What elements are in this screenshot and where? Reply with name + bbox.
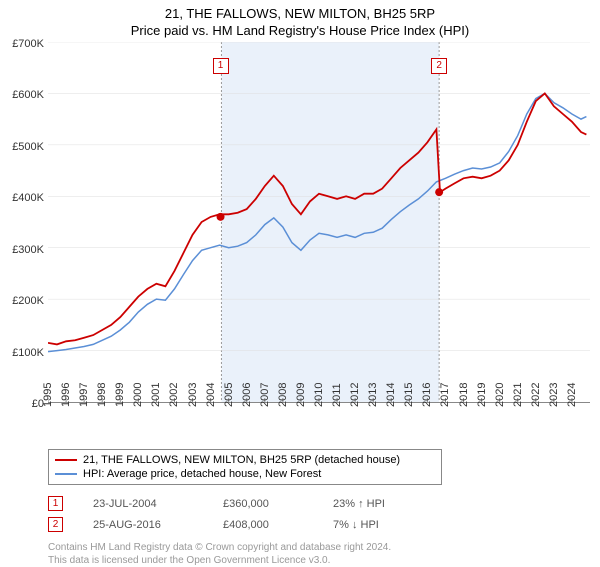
x-tick-label: 2001 — [150, 383, 162, 407]
x-tick-label: 2018 — [458, 383, 470, 407]
x-tick-label: 2002 — [168, 383, 180, 407]
x-tick-label: 2013 — [367, 383, 379, 407]
x-tick-label: 2023 — [548, 383, 560, 407]
x-tick-label: 1996 — [60, 383, 72, 407]
legend-item: 21, THE FALLOWS, NEW MILTON, BH25 5RP (d… — [55, 453, 435, 467]
x-tick-label: 2004 — [205, 383, 217, 407]
transaction-price: £408,000 — [223, 519, 303, 531]
legend: 21, THE FALLOWS, NEW MILTON, BH25 5RP (d… — [48, 449, 442, 485]
transaction-marker-ref: 1 — [48, 496, 63, 511]
x-tick-label: 2000 — [132, 383, 144, 407]
transaction-row: 2 25-AUG-2016 £408,000 7% ↓ HPI — [48, 514, 600, 535]
x-tick-label: 2012 — [349, 383, 361, 407]
x-tick-label: 2006 — [241, 383, 253, 407]
legend-swatch — [55, 473, 77, 475]
x-tick-label: 2003 — [187, 383, 199, 407]
y-tick-label: £500K — [12, 141, 44, 153]
chart-title-line1: 21, THE FALLOWS, NEW MILTON, BH25 5RP — [0, 0, 600, 21]
y-tick-label: £300K — [12, 244, 44, 256]
x-tick-label: 2019 — [476, 383, 488, 407]
legend-label: HPI: Average price, detached house, New … — [83, 468, 321, 480]
x-tick-label: 2015 — [403, 383, 415, 407]
x-tick-label: 2011 — [331, 383, 343, 407]
x-tick-label: 1998 — [96, 383, 108, 407]
chart-title-line2: Price paid vs. HM Land Registry's House … — [0, 21, 600, 42]
transaction-pct-vs-hpi: 23% ↑ HPI — [333, 498, 423, 510]
x-tick-label: 2010 — [313, 383, 325, 407]
transaction-marker: 2 — [431, 58, 447, 74]
y-tick-label: £200K — [12, 295, 44, 307]
legend-label: 21, THE FALLOWS, NEW MILTON, BH25 5RP (d… — [83, 454, 400, 466]
x-tick-label: 2017 — [439, 383, 451, 407]
x-tick-label: 2014 — [385, 383, 397, 407]
x-tick-label: 2005 — [223, 383, 235, 407]
legend-item: HPI: Average price, detached house, New … — [55, 467, 435, 481]
x-tick-label: 1999 — [114, 383, 126, 407]
x-tick-label: 2008 — [277, 383, 289, 407]
x-tick-label: 2020 — [494, 383, 506, 407]
y-tick-label: £700K — [12, 38, 44, 50]
x-axis: 1995199619971998199920002001200220032004… — [48, 403, 590, 443]
plot-svg — [48, 42, 590, 402]
x-tick-label: 1997 — [78, 383, 90, 407]
footer-attribution: Contains HM Land Registry data © Crown c… — [48, 541, 600, 567]
transaction-price: £360,000 — [223, 498, 303, 510]
y-axis: £0£100K£200K£300K£400K£500K£600K£700K — [0, 44, 48, 414]
transaction-date: 25-AUG-2016 — [93, 519, 193, 531]
transactions-table: 1 23-JUL-2004 £360,000 23% ↑ HPI 2 25-AUG-201… — [48, 493, 600, 535]
x-tick-label: 1995 — [42, 383, 54, 407]
x-tick-label: 2007 — [259, 383, 271, 407]
transaction-date: 23-JUL-2004 — [93, 498, 193, 510]
x-tick-label: 2024 — [566, 383, 578, 407]
transaction-marker-ref: 2 — [48, 517, 63, 532]
legend-swatch — [55, 459, 77, 461]
x-tick-label: 2009 — [295, 383, 307, 407]
x-tick-label: 2021 — [512, 383, 524, 407]
x-tick-label: 2022 — [530, 383, 542, 407]
footer-line: Contains HM Land Registry data © Crown c… — [48, 541, 600, 554]
plot-area: 12 — [48, 42, 590, 403]
y-tick-label: £100K — [12, 347, 44, 359]
chart-container: 21, THE FALLOWS, NEW MILTON, BH25 5RP Pr… — [0, 0, 600, 560]
y-tick-label: £600K — [12, 89, 44, 101]
transaction-marker: 1 — [213, 58, 229, 74]
y-tick-label: £400K — [12, 192, 44, 204]
transaction-pct-vs-hpi: 7% ↓ HPI — [333, 519, 423, 531]
x-tick-label: 2016 — [421, 383, 433, 407]
transaction-row: 1 23-JUL-2004 £360,000 23% ↑ HPI — [48, 493, 600, 514]
footer-line: This data is licensed under the Open Gov… — [48, 554, 600, 567]
